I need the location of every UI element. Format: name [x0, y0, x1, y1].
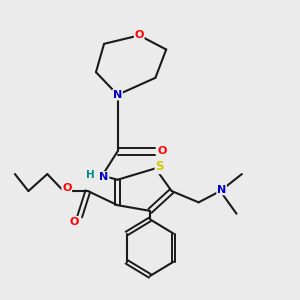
Text: O: O: [134, 30, 144, 40]
Text: H: H: [86, 170, 95, 181]
Text: S: S: [155, 160, 164, 173]
Text: N: N: [217, 184, 226, 195]
Text: N: N: [113, 90, 122, 100]
Text: O: O: [62, 183, 71, 193]
Text: N: N: [99, 172, 109, 182]
Text: O: O: [70, 217, 79, 226]
Text: O: O: [158, 146, 167, 156]
